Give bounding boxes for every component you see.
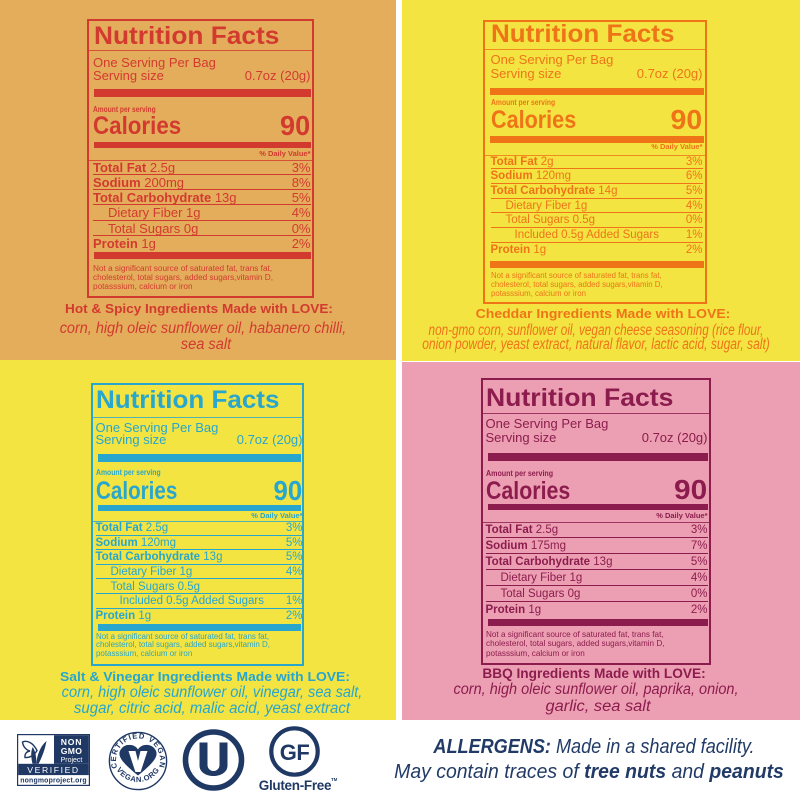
svg-text:VERIFIED: VERIFIED — [27, 765, 79, 775]
svg-text:GMO: GMO — [61, 746, 82, 756]
svg-text:nongmoproject.org: nongmoproject.org — [20, 777, 87, 784]
svg-text:NON: NON — [61, 737, 83, 747]
svg-text:Gluten-Free: Gluten-Free — [259, 778, 332, 793]
svg-text:Project: Project — [61, 757, 83, 764]
svg-text:TM: TM — [331, 777, 337, 782]
svg-text:GF: GF — [280, 740, 310, 765]
